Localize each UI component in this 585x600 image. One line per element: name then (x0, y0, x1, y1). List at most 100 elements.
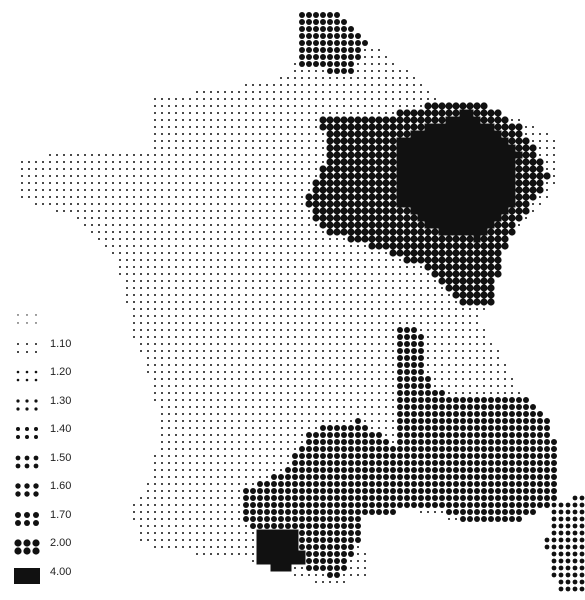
map-dot (287, 266, 289, 268)
map-dot (210, 196, 212, 198)
map-dot (252, 483, 254, 485)
map-dot (418, 474, 424, 480)
map-dot (378, 294, 380, 296)
map-dot (306, 474, 312, 480)
map-dot (334, 425, 340, 431)
map-dot (224, 476, 226, 478)
map-dot (196, 357, 198, 359)
map-dot (474, 418, 480, 424)
map-dot (431, 270, 439, 278)
map-dot (445, 144, 453, 152)
map-dot (287, 427, 289, 429)
map-dot (224, 434, 226, 436)
map-dot (355, 523, 361, 529)
map-dot (154, 252, 156, 254)
map-dot (306, 26, 312, 32)
map-dot (126, 175, 128, 177)
map-dot (382, 116, 390, 124)
map-dot (273, 252, 275, 254)
map-dot (147, 532, 149, 534)
map-dot (579, 551, 585, 557)
map-dot (462, 385, 464, 387)
map-dot (238, 476, 240, 478)
map-dot (508, 123, 516, 131)
map-dot (375, 158, 383, 166)
map-dot (161, 399, 163, 401)
map-dot (189, 182, 191, 184)
legend-label: 4.00 (50, 565, 72, 578)
map-dot (238, 231, 240, 233)
map-dot (579, 530, 585, 536)
map-dot (245, 98, 247, 100)
map-dot (231, 497, 233, 499)
map-dot (161, 322, 163, 324)
map-dot (301, 203, 303, 205)
map-dot (411, 446, 417, 452)
map-dot (466, 270, 474, 278)
map-dot (319, 172, 327, 180)
map-dot (259, 238, 261, 240)
map-dot (203, 126, 205, 128)
map-dot (84, 224, 86, 226)
map-dot (378, 427, 380, 429)
map-dot (189, 238, 191, 240)
map-dot (455, 385, 457, 387)
map-dot (264, 488, 270, 494)
map-dot (336, 252, 338, 254)
map-dot (217, 259, 219, 261)
map-dot (238, 196, 240, 198)
map-dot (497, 378, 499, 380)
map-dot (347, 123, 355, 131)
map-dot (378, 280, 380, 282)
map-dot (460, 474, 466, 480)
map-dot (245, 126, 247, 128)
map-dot (551, 516, 557, 522)
map-dot (133, 308, 135, 310)
map-dot (495, 404, 501, 410)
map-dot (385, 112, 387, 114)
map-dot (488, 404, 494, 410)
map-dot (299, 54, 305, 60)
map-dot (280, 469, 282, 471)
map-dot (327, 12, 333, 18)
map-dot (362, 481, 368, 487)
map-dot (476, 350, 478, 352)
map-dot (350, 273, 352, 275)
map-dot (161, 189, 163, 191)
map-dot (502, 439, 508, 445)
map-dot (231, 273, 233, 275)
map-dot (495, 432, 501, 438)
map-dot (161, 469, 163, 471)
map-dot (565, 572, 571, 578)
map-dot (452, 249, 460, 257)
map-dot (417, 172, 425, 180)
map-dot (362, 467, 368, 473)
map-dot (385, 56, 387, 58)
map-dot (301, 574, 303, 576)
map-dot (467, 488, 473, 494)
map-dot (273, 294, 275, 296)
map-dot (161, 511, 163, 513)
map-dot (287, 462, 289, 464)
map-dot (355, 40, 361, 46)
map-dot (196, 532, 198, 534)
map-dot (397, 369, 403, 375)
map-dot (285, 502, 291, 508)
map-dot (238, 364, 240, 366)
map-dot (252, 462, 254, 464)
map-dot (105, 217, 107, 219)
map-dot (308, 301, 310, 303)
legend-dot (24, 455, 30, 460)
map-dot (299, 453, 305, 459)
map-dot (231, 462, 233, 464)
map-dot (231, 140, 233, 142)
map-dot (271, 488, 277, 494)
map-dot (371, 259, 373, 261)
map-dot (438, 235, 446, 243)
map-dot (508, 165, 516, 173)
map-dot (306, 495, 312, 501)
map-dot (175, 140, 177, 142)
map-dot (203, 203, 205, 205)
map-dot (420, 329, 422, 331)
map-dot (245, 399, 247, 401)
